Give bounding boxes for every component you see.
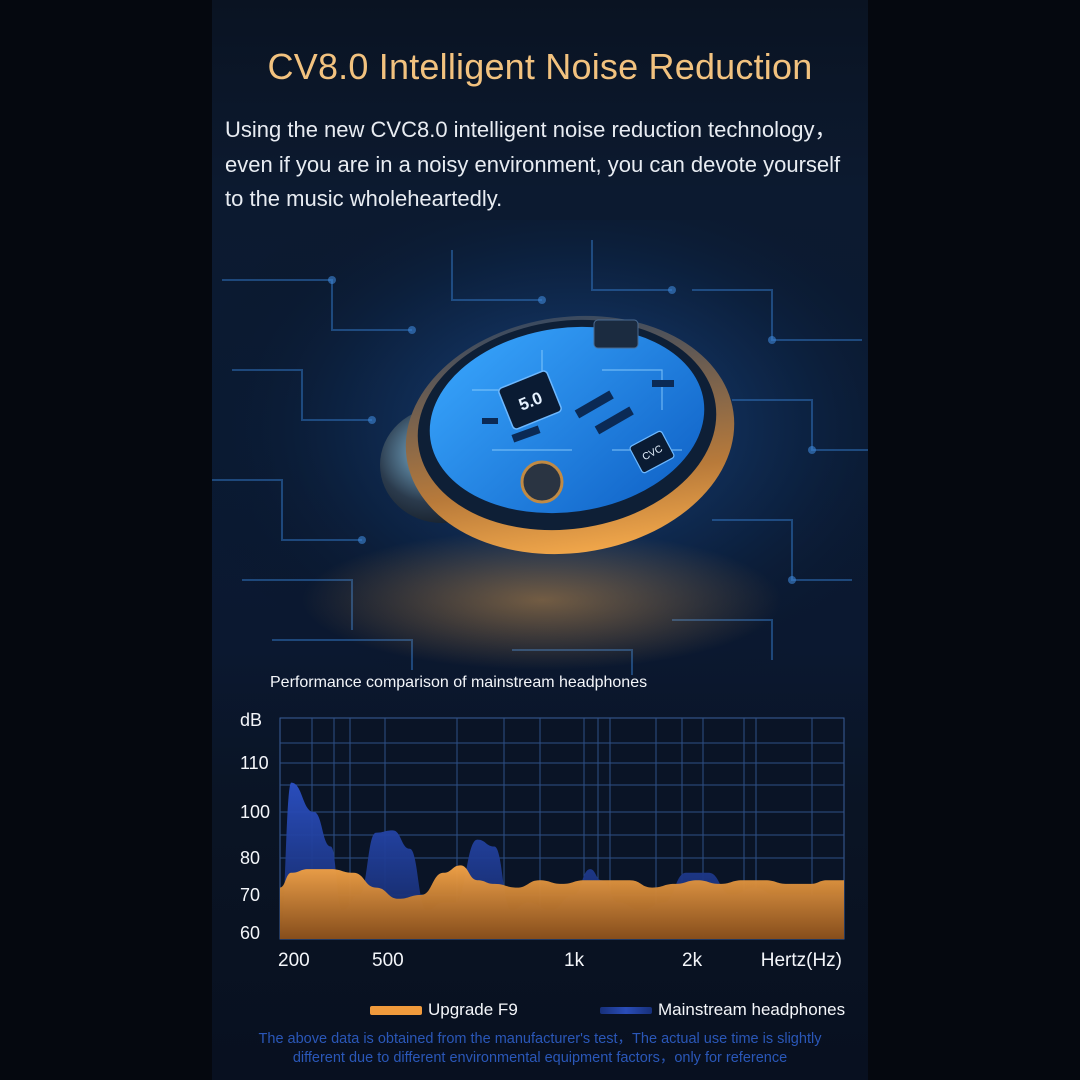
product-panel: CV8.0 Intelligent Noise Reduction Using … [212, 0, 868, 1080]
circuit-board [429, 326, 705, 514]
disclaimer-footnote: The above data is obtained from the manu… [222, 1030, 858, 1068]
cvc-chip: CVC [629, 430, 675, 474]
y-tick-label: 110 [240, 753, 269, 773]
x-tick-label: 200 [278, 950, 310, 971]
speaker-post [520, 460, 564, 504]
series-upgrade-area [280, 865, 844, 939]
earbud-illustration: 5.0 CVC [212, 220, 868, 680]
legend-item-mainstream: Mainstream headphones [600, 1000, 845, 1020]
legend-swatch-mainstream [600, 1006, 652, 1014]
legend-swatch-upgrade [370, 1005, 422, 1015]
x-tick-label: 500 [372, 950, 404, 971]
footnote-line-2: different due to different environmental… [292, 1050, 788, 1066]
y-tick-label: 100 [240, 802, 270, 822]
chart-legend: Upgrade F9 Mainstream headphones [212, 1000, 868, 1024]
battery-tab [593, 319, 639, 349]
description-text: Using the new CVC8.0 intelligent noise r… [225, 117, 841, 211]
floor-reflection [302, 530, 782, 670]
legend-label-upgrade: Upgrade F9 [428, 1000, 518, 1019]
legend-label-mainstream: Mainstream headphones [658, 1000, 846, 1019]
circuit-pads [328, 276, 816, 584]
board-components [482, 380, 674, 443]
chart-title: Performance comparison of mainstream hea… [270, 674, 648, 691]
y-tick-label: 60 [240, 923, 260, 943]
x-axis-label: Hertz(Hz) [761, 950, 842, 971]
y-axis-label: dB [240, 710, 262, 730]
main-chip: 5.0 [498, 370, 562, 430]
y-tick-label: 80 [240, 848, 260, 868]
y-tick-label: 70 [240, 885, 260, 905]
x-tick-label: 1k [564, 950, 585, 971]
footnote-line-1: The above data is obtained from the manu… [258, 1031, 822, 1047]
legend-item-upgrade: Upgrade F9 [370, 1000, 518, 1020]
comparison-chart: dB 60 70 80 100 110 200 500 1k 2k Hertz(Hz) [240, 710, 845, 971]
x-tick-label: 2k [682, 950, 703, 971]
page-title: CV8.0 Intelligent Noise Reduction [267, 46, 813, 87]
